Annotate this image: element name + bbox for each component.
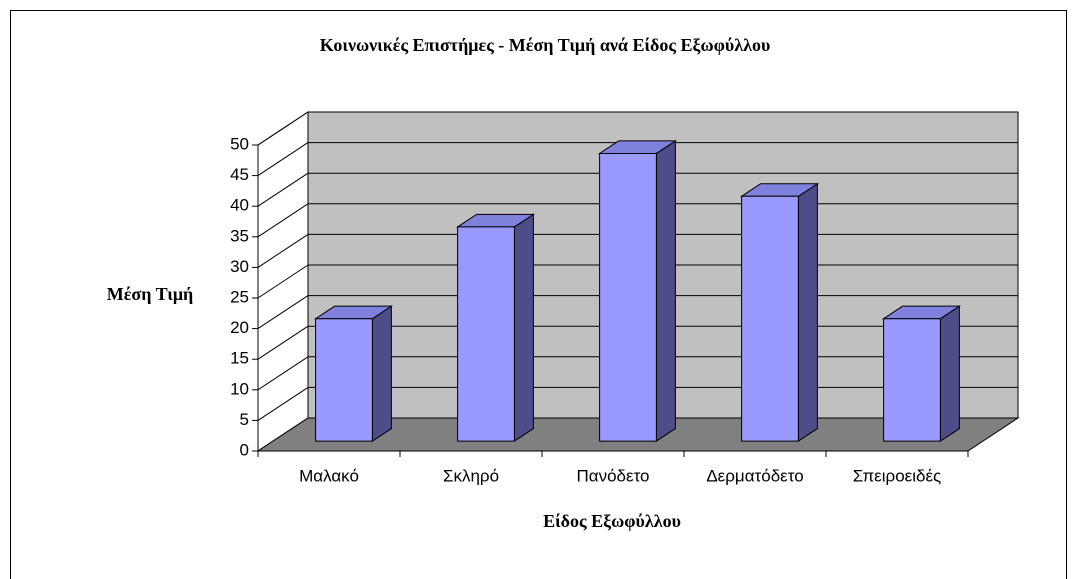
y-tick-label: 0 bbox=[240, 440, 249, 459]
bar-side bbox=[797, 182, 818, 443]
y-tick-label: 30 bbox=[230, 257, 249, 276]
chart-title: Κοινωνικές Επιστήμες - Μέση Τιμή ανά Είδ… bbox=[320, 35, 771, 56]
y-tick-label: 5 bbox=[240, 410, 249, 429]
x-tick-label: Δερματόδετο bbox=[706, 466, 803, 485]
y-tick-label: 10 bbox=[230, 379, 249, 398]
y-axis-label: Μέση Τιμή bbox=[107, 284, 194, 304]
y-tick-label: 20 bbox=[230, 318, 249, 337]
bar-side bbox=[513, 213, 534, 443]
grid-line bbox=[257, 172, 309, 207]
grid-line bbox=[257, 325, 309, 360]
x-tick-label: Μαλακό bbox=[299, 466, 359, 485]
bar-side bbox=[655, 139, 676, 443]
x-tick-label: Πανόδετο bbox=[576, 466, 649, 485]
bar bbox=[599, 152, 657, 442]
grid-line bbox=[257, 203, 309, 238]
grid-line bbox=[257, 142, 309, 177]
grid-line bbox=[257, 386, 309, 421]
y-tick-label: 45 bbox=[230, 165, 249, 184]
bar bbox=[315, 318, 373, 442]
grid-line bbox=[257, 111, 309, 146]
grid-line bbox=[257, 356, 309, 391]
x-axis-label: Είδος Εξωφύλλου bbox=[543, 511, 681, 532]
grid-line bbox=[257, 295, 309, 330]
bar-side bbox=[371, 305, 392, 443]
x-tick-label: Σκληρό bbox=[443, 466, 499, 485]
bar-side bbox=[939, 305, 960, 443]
bar bbox=[457, 226, 515, 442]
grid-line bbox=[257, 233, 309, 268]
y-tick-label: 40 bbox=[230, 196, 249, 215]
bar bbox=[883, 318, 941, 442]
y-tick-label: 50 bbox=[230, 134, 249, 153]
bar bbox=[741, 195, 799, 442]
y-tick-label: 15 bbox=[230, 349, 249, 368]
y-tick-label: 25 bbox=[230, 287, 249, 306]
x-tick-label: Σπειροειδές bbox=[853, 466, 942, 485]
y-tick-label: 35 bbox=[230, 226, 249, 245]
grid-line bbox=[257, 264, 309, 299]
